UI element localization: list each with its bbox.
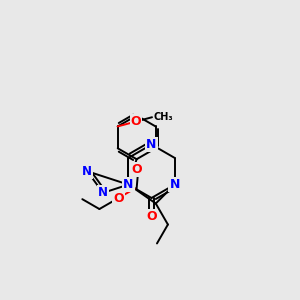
Text: O: O — [131, 164, 142, 176]
Text: N: N — [169, 178, 180, 191]
Text: N: N — [82, 165, 92, 178]
Text: O: O — [130, 115, 141, 128]
Text: N: N — [98, 186, 108, 200]
Text: O: O — [113, 192, 124, 205]
Text: N: N — [123, 178, 134, 191]
Text: N: N — [146, 138, 157, 151]
Text: CH₃: CH₃ — [153, 112, 173, 122]
Text: O: O — [146, 210, 157, 223]
